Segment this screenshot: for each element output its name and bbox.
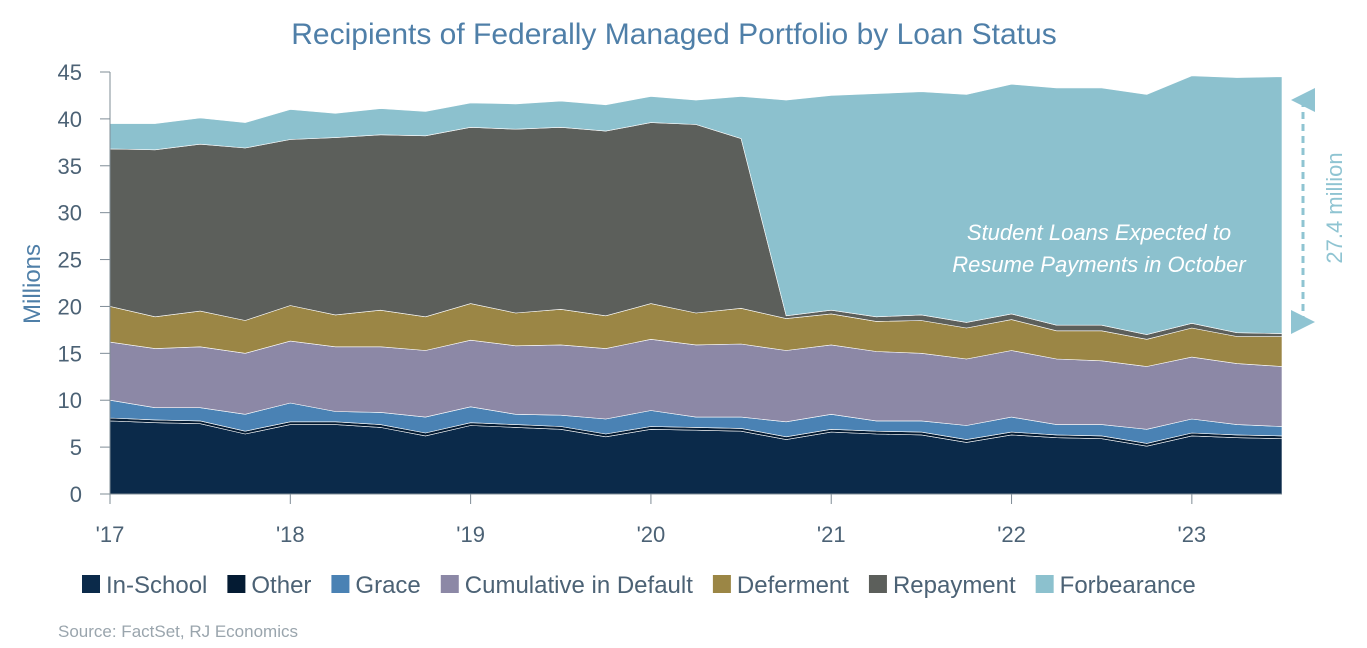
y-tick-label: 20 (58, 294, 82, 319)
y-tick-label: 25 (58, 248, 82, 273)
y-tick-label: 15 (58, 341, 82, 366)
legend-swatch (331, 575, 350, 593)
stacked-areas (109, 75, 1283, 495)
x-tick-label: '21 (817, 522, 846, 547)
legend-swatch (712, 575, 731, 593)
legend-label: Other (251, 572, 311, 599)
x-tick-label: '20 (637, 522, 666, 547)
legend-label: Repayment (893, 572, 1016, 599)
legend-swatch (440, 575, 459, 593)
range-arrow-label: 27.4 million (1322, 152, 1347, 263)
legend-swatch (1035, 575, 1054, 593)
legend-label: Deferment (737, 572, 849, 599)
y-axis: 0 5 10 15 20 25 30 35 40 45 (58, 60, 111, 507)
x-axis: '17 '18 '19 '20 '21 '22 '23 (96, 493, 1282, 547)
legend-label: In-School (106, 572, 207, 599)
annotation-line-2: Resume Payments in October (952, 252, 1247, 277)
legend-swatch (868, 575, 887, 593)
x-tick-label: '18 (276, 522, 305, 547)
legend-swatch (227, 575, 246, 593)
y-tick-label: 0 (70, 482, 82, 507)
x-tick-label: '19 (456, 522, 485, 547)
y-tick-label: 35 (58, 154, 82, 179)
y-tick-label: 30 (58, 201, 82, 226)
legend: In-School Other Grace Cumulative in Default… (82, 572, 1196, 599)
chart-title: Recipients of Federally Managed Portfoli… (291, 18, 1056, 51)
y-tick-label: 10 (58, 388, 82, 413)
annotation-line-1: Student Loans Expected to (967, 220, 1231, 245)
legend-label: Grace (355, 572, 420, 599)
area-forbearance (109, 75, 1283, 335)
x-tick-label: '17 (96, 522, 125, 547)
legend-swatch (82, 575, 100, 593)
y-tick-label: 40 (58, 107, 82, 132)
y-axis-label: Millions (19, 244, 46, 324)
source-note: Source: FactSet, RJ Economics (58, 622, 298, 641)
legend-label: Forbearance (1060, 572, 1196, 599)
x-tick-label: '23 (1178, 522, 1207, 547)
y-tick-label: 45 (58, 60, 82, 85)
y-tick-label: 5 (70, 435, 82, 460)
x-tick-label: '22 (997, 522, 1026, 547)
legend-label: Cumulative in Default (465, 572, 693, 599)
